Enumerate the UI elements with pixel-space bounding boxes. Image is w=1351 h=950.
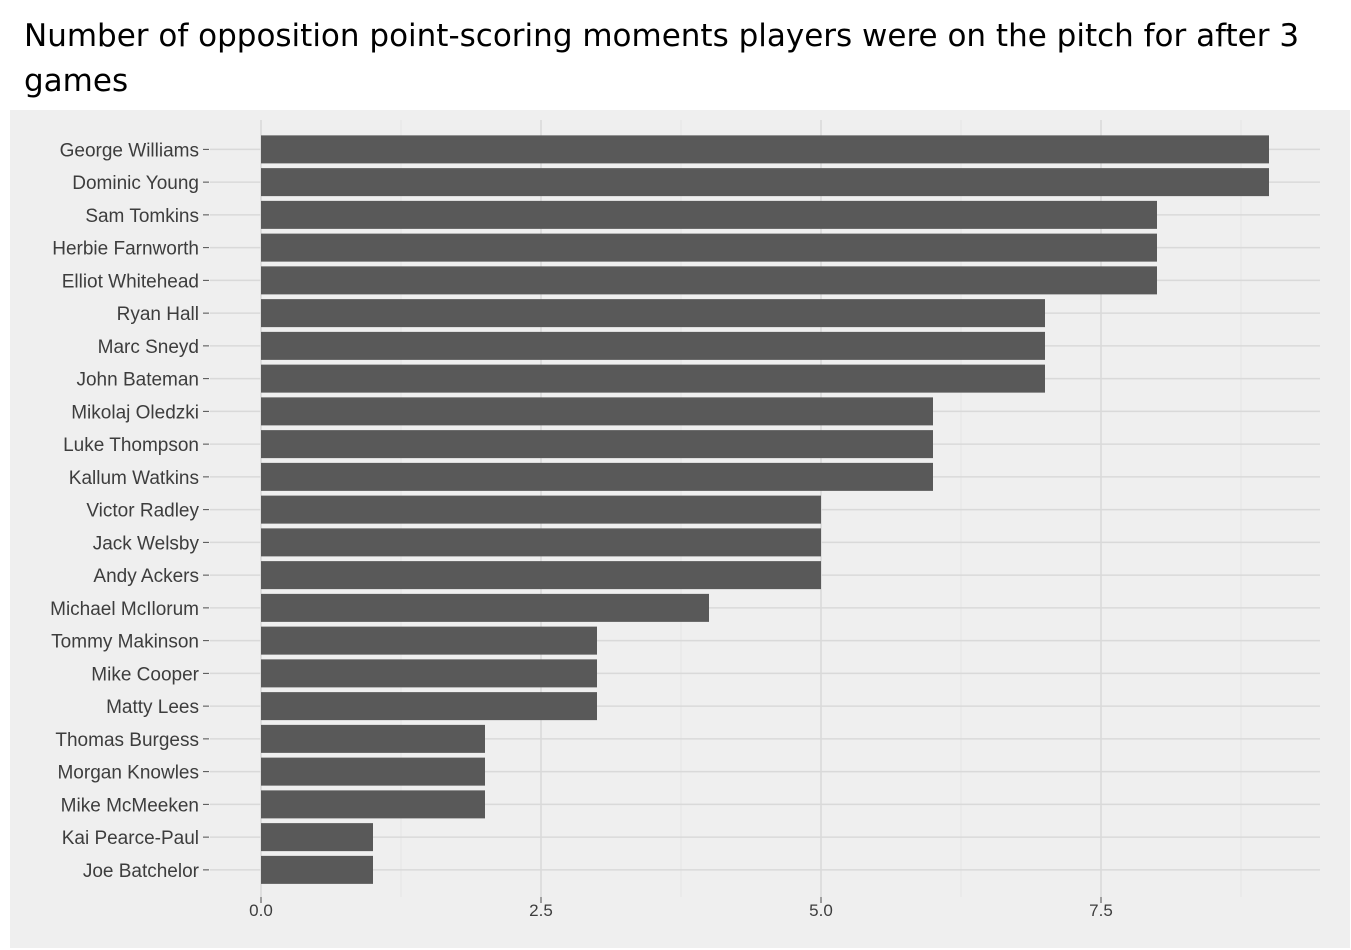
bar-dominic-young (261, 168, 1269, 197)
bar-mike-mcmeeken (261, 790, 485, 819)
bar-kallum-watkins (261, 462, 933, 491)
chart-title: Number of opposition point-scoring momen… (24, 18, 1300, 99)
y-tick-label: Kallum Watkins (69, 468, 199, 489)
bar-matty-lees (261, 692, 597, 721)
bar-kai-pearce-paul (261, 823, 373, 852)
bar-morgan-knowles (261, 757, 485, 786)
y-tick-label: Victor Radley (86, 501, 199, 522)
bar-marc-sneyd (261, 331, 1045, 360)
chart-panel: George Williams Dominic Young Sam Tomkins H… (10, 110, 1350, 948)
bar-herbie-farnworth (261, 233, 1157, 262)
bar-victor-radley (261, 495, 821, 524)
bar-jack-welsby (261, 528, 821, 557)
y-tick-label: Andy Ackers (93, 566, 199, 587)
bar-john-bateman (261, 364, 1045, 393)
bar-ryan-hall (261, 299, 1045, 328)
y-tick-label: Mikolaj Oledzki (71, 402, 199, 423)
bar-chart: George Williams Dominic Young Sam Tomkins H… (50, 120, 1320, 920)
x-tick-label: 7.5 (1089, 901, 1113, 920)
y-tick-label: Dominic Young (72, 173, 199, 194)
bar-tommy-makinson (261, 626, 597, 655)
y-tick-label: Matty Lees (106, 697, 199, 718)
y-tick-label: Herbie Farnworth (52, 239, 199, 260)
bar-mike-cooper (261, 659, 597, 688)
y-tick-label: Luke Thompson (63, 435, 199, 456)
y-tick-label: Kai Pearce-Paul (62, 828, 199, 849)
bar-elliot-whitehead (261, 266, 1157, 295)
bar-michael-mcilorum (261, 593, 709, 622)
bar-sam-tomkins (261, 200, 1157, 229)
y-tick-label: Ryan Hall (117, 304, 199, 325)
y-tick-label: George Williams (60, 140, 199, 161)
bar-george-williams (261, 135, 1269, 164)
x-tick-label: 5.0 (809, 901, 833, 920)
y-tick-label: Mike Cooper (91, 664, 199, 685)
y-tick-label: Sam Tomkins (85, 206, 199, 227)
bar-luke-thompson (261, 430, 933, 459)
x-tick-label: 0.0 (249, 901, 273, 920)
y-tick-label: Joe Batchelor (83, 861, 200, 882)
bar-mikolaj-oledzki (261, 397, 933, 426)
bar-thomas-burgess (261, 724, 485, 753)
x-tick-label: 2.5 (529, 901, 553, 920)
y-tick-label: John Bateman (76, 370, 199, 391)
y-tick-label: Jack Welsby (93, 533, 200, 554)
y-tick-label: Morgan Knowles (57, 763, 199, 784)
y-tick-label: Mike McMeeken (61, 795, 199, 816)
y-tick-label: Elliot Whitehead (62, 271, 199, 292)
y-tick-label: Michael McIlorum (50, 599, 199, 620)
bar-joe-batchelor (261, 855, 373, 884)
y-tick-label: Tommy Makinson (51, 632, 199, 653)
y-tick-label: Marc Sneyd (98, 337, 199, 358)
bar-andy-ackers (261, 561, 821, 590)
y-tick-label: Thomas Burgess (55, 730, 199, 751)
